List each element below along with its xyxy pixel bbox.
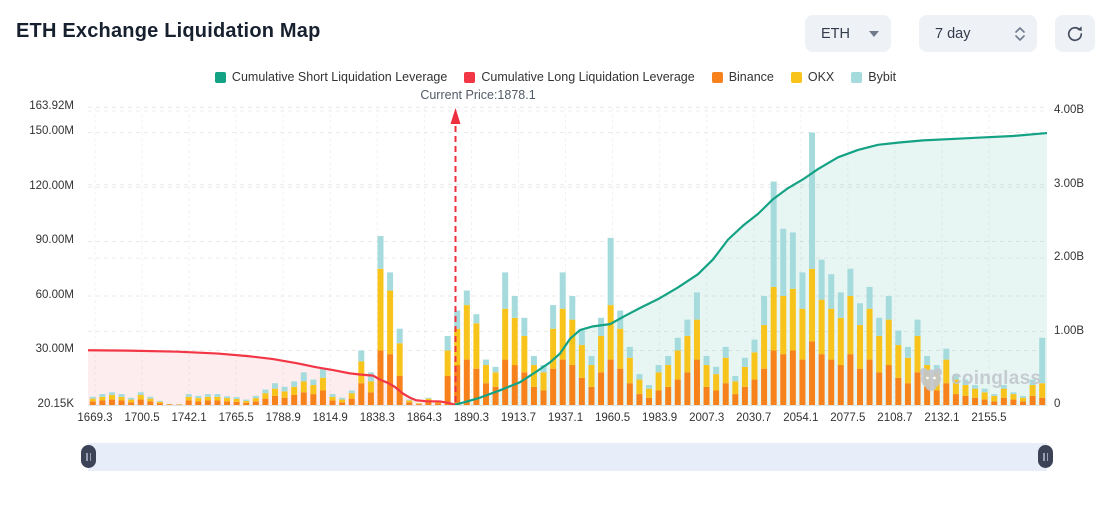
x-axis-tick-label: 1983.9 <box>642 412 678 424</box>
y-axis-left-tick-label: 90.00M <box>35 234 74 247</box>
x-axis: 1669.3 1700.5 1742.1 1765.5 1788.9 1814.9 1838… <box>77 412 1047 428</box>
x-axis-tick-label: 2077.5 <box>830 412 866 424</box>
legend-swatch-okx <box>790 71 802 83</box>
y-axis-left-tick-label: 163.92M <box>29 100 74 113</box>
x-axis-tick-label: 1765.5 <box>218 412 254 424</box>
legend-label-bybit: Bybit <box>868 70 897 84</box>
x-axis-tick-label: 2007.3 <box>689 412 725 424</box>
legend-swatch-bybit <box>851 71 863 83</box>
x-axis-tick-label: 1913.7 <box>500 412 537 424</box>
legend-label-binance: Binance <box>728 70 774 84</box>
x-axis-tick-label: 1960.5 <box>594 412 631 424</box>
y-axis-right: 4.00B 3.00B 2.00B 1.00B 0 <box>1054 100 1110 410</box>
symbol-select-value: ETH <box>821 25 850 42</box>
x-axis-tick-label: 2132.1 <box>924 412 960 424</box>
y-axis-left-tick-label: 20.15K <box>37 397 74 410</box>
x-axis-tick-label: 2054.1 <box>783 412 819 424</box>
chart-legend: Cumulative Short Liquidation Leverage Cu… <box>0 70 1111 84</box>
x-axis-tick-label: 1937.1 <box>547 412 584 424</box>
legend-swatch-short <box>214 71 226 83</box>
x-axis-tick-label: 1814.9 <box>312 412 348 424</box>
x-axis-tick-label: 1864.3 <box>406 412 442 424</box>
legend-label-okx: OKX <box>807 70 835 84</box>
legend-item-short[interactable]: Cumulative Short Liquidation Leverage <box>214 70 448 84</box>
symbol-select[interactable]: ETH <box>805 15 891 52</box>
y-axis-right-tick-label: 2.00B <box>1054 251 1085 263</box>
range-slider-track[interactable] <box>88 443 1047 471</box>
current-price-label: Current Price:1878.1 <box>420 88 536 102</box>
liquidation-chart[interactable] <box>88 100 1047 406</box>
y-axis-left-tick-label: 60.00M <box>35 288 74 301</box>
legend-item-okx[interactable]: OKX <box>790 70 835 84</box>
legend-item-bybit[interactable]: Bybit <box>851 70 896 84</box>
range-slider-left-handle[interactable] <box>81 445 96 468</box>
legend-swatch-long <box>464 71 476 83</box>
x-axis-tick-label: 1788.9 <box>265 412 301 424</box>
spinner-arrows-icon <box>1015 26 1025 41</box>
range-select-value: 7 day <box>935 25 971 42</box>
coinglass-logo-icon <box>920 368 942 391</box>
y-axis-left: 163.92M 150.00M 120.00M 90.00M 60.00M 30.00M 2… <box>0 100 80 410</box>
x-axis-tick-label: 2108.7 <box>877 412 913 424</box>
y-axis-left-tick-label: 30.00M <box>35 343 74 356</box>
refresh-icon <box>1067 25 1083 41</box>
legend-item-binance[interactable]: Binance <box>711 70 774 84</box>
y-axis-right-tick-label: 0 <box>1054 398 1061 410</box>
legend-label-short: Cumulative Short Liquidation Leverage <box>231 70 448 84</box>
y-axis-left-tick-label: 150.00M <box>29 125 74 138</box>
y-axis-right-tick-label: 3.00B <box>1054 177 1085 190</box>
legend-swatch-binance <box>711 71 723 83</box>
x-axis-tick-label: 1742.1 <box>171 412 207 424</box>
y-axis-left-tick-label: 120.00M <box>29 179 74 192</box>
x-axis-tick-label: 1890.3 <box>453 412 489 424</box>
range-slider-right-handle[interactable] <box>1038 445 1053 468</box>
x-axis-tick-label: 2030.7 <box>736 412 772 424</box>
y-axis-right-tick-label: 1.00B <box>1054 324 1085 337</box>
page-title: ETH Exchange Liquidation Map <box>16 20 321 42</box>
range-select[interactable]: 7 day <box>919 15 1037 52</box>
watermark-text: coinglass <box>951 368 1042 389</box>
refresh-button[interactable] <box>1055 15 1095 52</box>
x-axis-tick-label: 2155.5 <box>971 412 1007 424</box>
x-axis-tick-label: 1700.5 <box>124 412 160 424</box>
watermark: coinglass <box>918 366 1041 392</box>
chevron-down-icon <box>869 30 879 37</box>
legend-label-long: Cumulative Long Liquidation Leverage <box>481 70 695 84</box>
x-axis-tick-label: 1838.3 <box>359 412 395 424</box>
x-axis-tick-label: 1669.3 <box>77 412 113 424</box>
legend-item-long[interactable]: Cumulative Long Liquidation Leverage <box>464 70 695 84</box>
y-axis-right-tick-label: 4.00B <box>1054 104 1085 116</box>
